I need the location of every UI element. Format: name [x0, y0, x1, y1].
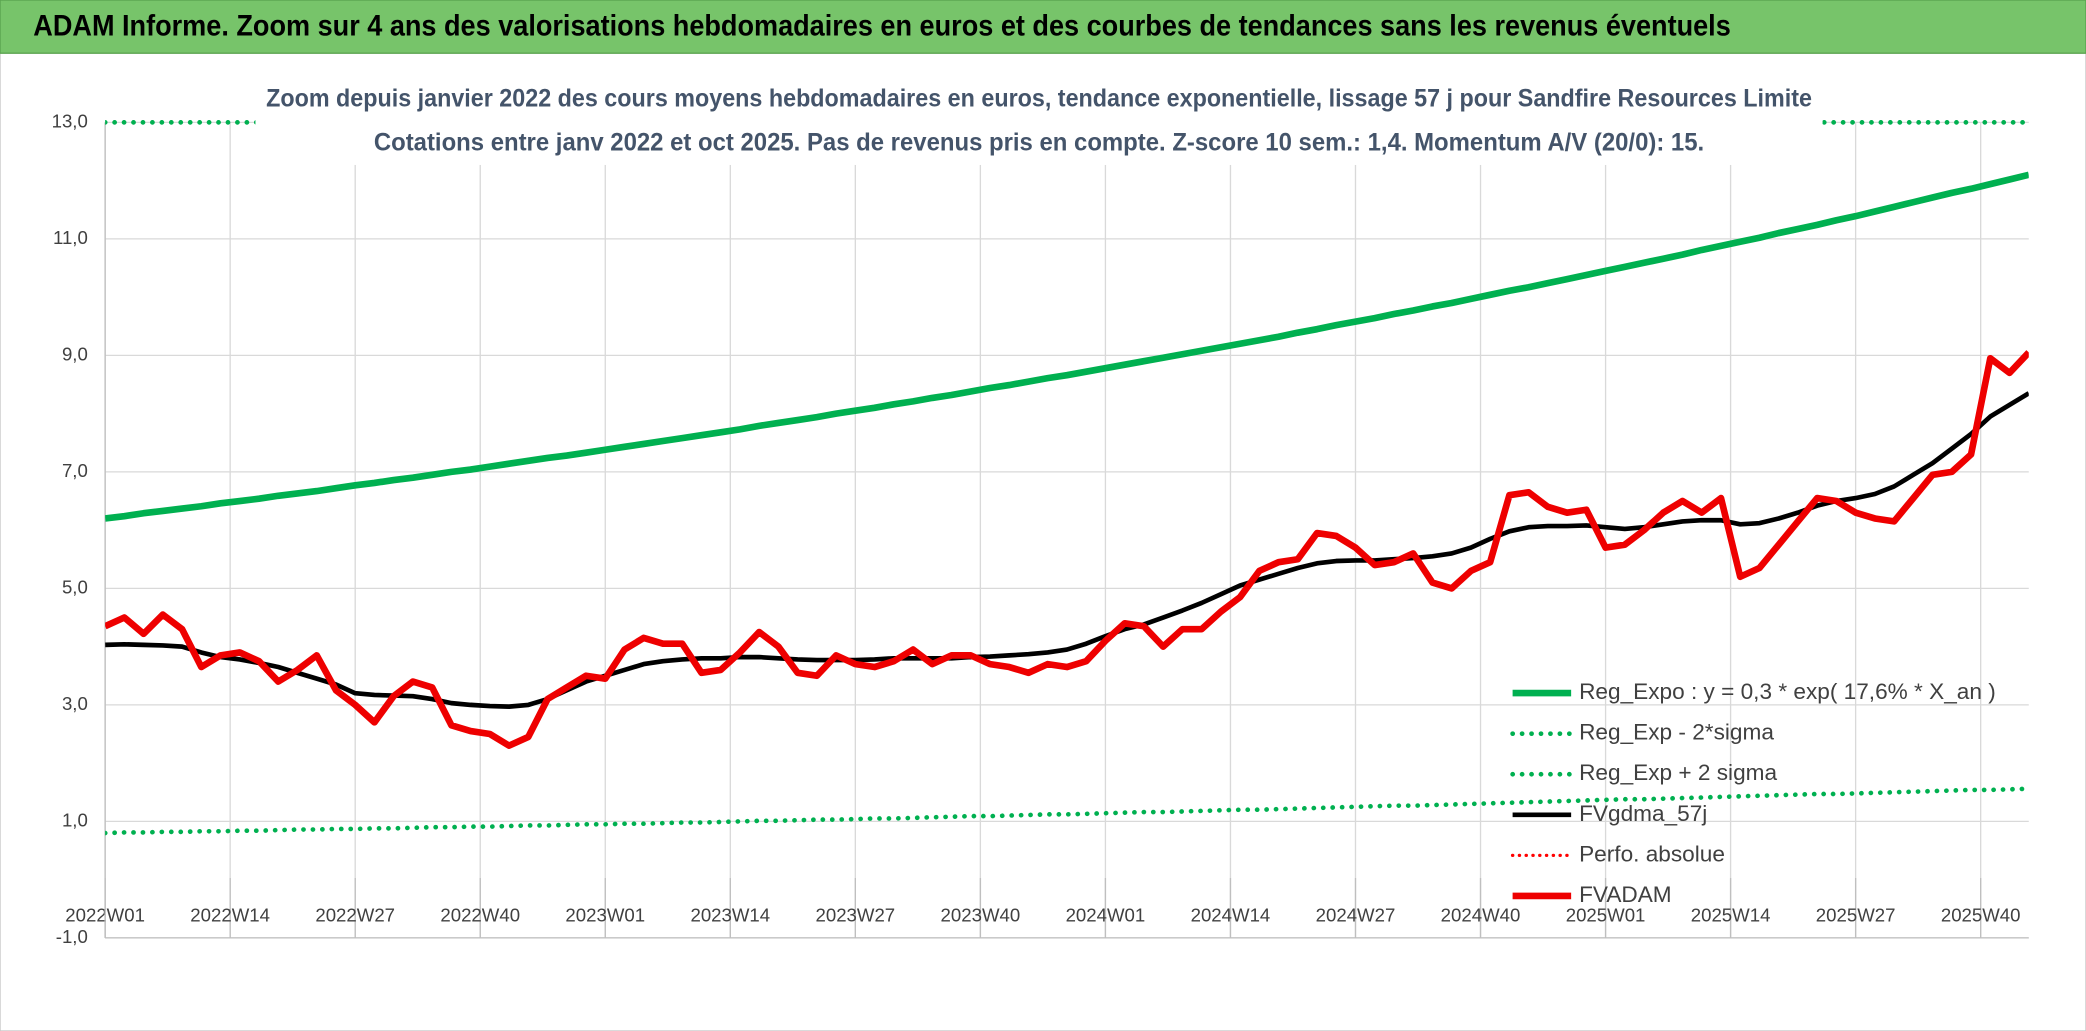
x-tick-label: 2023W40 — [941, 905, 1021, 926]
legend-label: Perfo. absolue — [1579, 841, 1725, 866]
legend-label: FVgdma_57j — [1579, 801, 1707, 826]
x-tick-label: 2024W27 — [1316, 905, 1396, 926]
x-tick-label: 2025W14 — [1691, 905, 1771, 926]
legend-label: FVADAM — [1579, 882, 1672, 907]
x-tick-label: 2025W01 — [1566, 905, 1646, 926]
header-title: ADAM Informe. Zoom sur 4 ans des valoris… — [33, 11, 1730, 43]
x-tick-label: 2022W14 — [190, 905, 270, 926]
y-tick-label: 13,0 — [52, 110, 88, 131]
y-tick-label: 3,0 — [62, 693, 88, 714]
series-line — [105, 350, 2029, 749]
series-line — [105, 391, 2029, 709]
y-tick-label: -1,0 — [56, 926, 88, 947]
y-tick-label: 9,0 — [62, 343, 88, 364]
x-tick-label: 2023W14 — [690, 905, 770, 926]
y-tick-label: 11,0 — [53, 227, 88, 248]
title-background — [255, 77, 1823, 165]
chart-title: Zoom depuis janvier 2022 des cours moyen… — [266, 84, 1812, 112]
x-tick-label: 2022W40 — [440, 905, 520, 926]
legend-label: Reg_Expo : y = 0,3 * exp( 17,6% * X_an ) — [1579, 679, 1996, 704]
header-bar — [0, 0, 2086, 54]
y-tick-label: 7,0 — [62, 460, 88, 481]
x-tick-label: 2024W01 — [1066, 905, 1146, 926]
x-tick-label: 2022W27 — [315, 905, 395, 926]
legend: Reg_Expo : y = 0,3 * exp( 17,6% * X_an )… — [1510, 679, 1996, 907]
x-tick-label: 2025W27 — [1816, 905, 1896, 926]
x-tick-label: 2025W40 — [1941, 905, 2021, 926]
series-line — [105, 786, 2029, 836]
y-tick-label: 1,0 — [62, 809, 88, 830]
x-tick-label: 2023W27 — [816, 905, 896, 926]
x-tick-label: 2024W40 — [1441, 905, 1521, 926]
x-tick-label: 2023W01 — [565, 905, 645, 926]
x-tick-label: 2024W14 — [1191, 905, 1271, 926]
series-line — [105, 171, 2029, 522]
chart-subtitle: Cotations entre janv 2022 et oct 2025. P… — [374, 128, 1704, 156]
y-tick-label: 5,0 — [62, 576, 88, 597]
legend-label: Reg_Exp - 2*sigma — [1579, 720, 1774, 745]
legend-label: Reg_Exp + 2 sigma — [1579, 760, 1777, 785]
